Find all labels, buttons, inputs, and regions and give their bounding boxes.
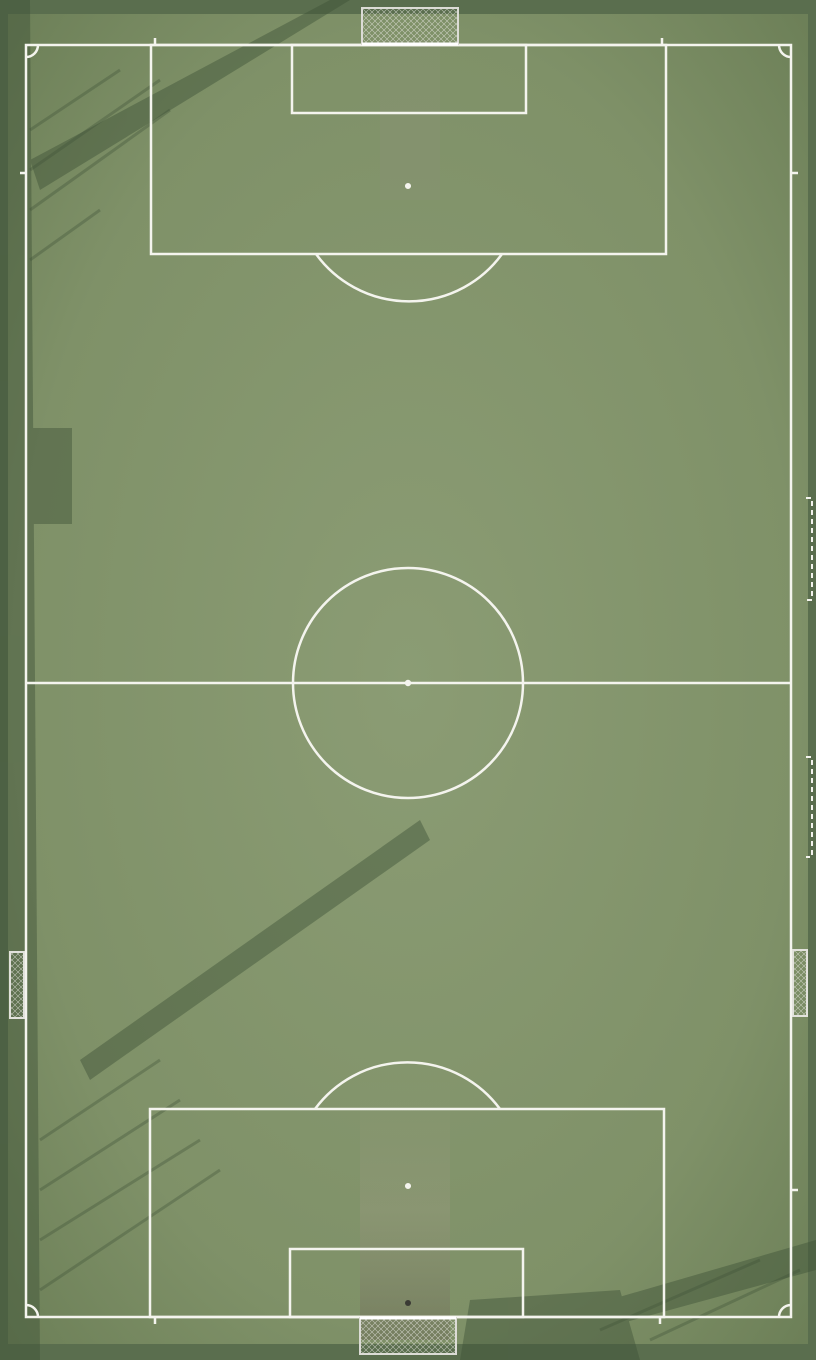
small-goal-right bbox=[793, 950, 807, 1016]
penalty-spot-bottom bbox=[406, 1184, 410, 1188]
penalty-spot-top bbox=[406, 184, 410, 188]
worn-turf-top bbox=[380, 40, 440, 200]
building-shadow-left bbox=[28, 428, 72, 524]
goal-bottom bbox=[360, 1318, 456, 1354]
small-goal-left bbox=[10, 952, 24, 1018]
ball bbox=[405, 1300, 411, 1306]
center-spot bbox=[406, 681, 410, 685]
goal-top bbox=[362, 8, 458, 44]
worn-turf-bottom bbox=[360, 1080, 450, 1340]
